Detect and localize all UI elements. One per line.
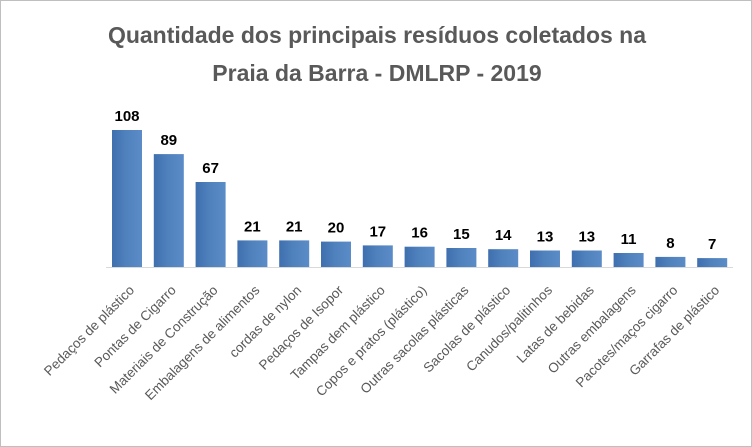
category-label-5: cordas de nylon — [226, 283, 304, 361]
data-label-3: 67 — [202, 160, 219, 177]
chart-title-line-1: Quantidade dos principais resíduos colet… — [107, 22, 647, 48]
data-label-11: 13 — [537, 229, 554, 246]
data-label-12: 13 — [578, 229, 595, 246]
bar-11 — [530, 250, 560, 267]
bar-13 — [613, 253, 644, 267]
data-label-7: 17 — [369, 223, 386, 240]
bar-8 — [404, 246, 435, 267]
bar-6 — [321, 241, 351, 267]
bar-5 — [279, 240, 310, 267]
bar-4 — [237, 240, 268, 267]
data-label-5: 21 — [286, 218, 303, 235]
bar-9 — [446, 248, 477, 267]
category-label-12: Latas de bebidas — [514, 282, 597, 365]
data-label-8: 16 — [411, 225, 428, 242]
data-label-10: 14 — [495, 227, 512, 244]
data-label-9: 15 — [453, 226, 470, 243]
data-label-13: 11 — [621, 231, 637, 248]
data-label-4: 21 — [244, 218, 261, 235]
bar-2 — [153, 154, 184, 267]
bar-12 — [571, 250, 602, 267]
data-label-2: 89 — [160, 132, 177, 149]
bar-3 — [195, 182, 226, 267]
data-label-15: 7 — [708, 236, 716, 253]
data-label-14: 8 — [666, 235, 674, 252]
data-label-1: 108 — [114, 108, 139, 125]
bar-10 — [488, 249, 519, 267]
bar-1 — [112, 130, 142, 267]
bar-15 — [697, 258, 728, 267]
bar-14 — [655, 256, 686, 267]
chart-title-line-2: Praia da Barra - DMLRP - 2019 — [212, 60, 542, 86]
data-label-6: 20 — [328, 220, 345, 237]
bar-7 — [362, 245, 393, 267]
